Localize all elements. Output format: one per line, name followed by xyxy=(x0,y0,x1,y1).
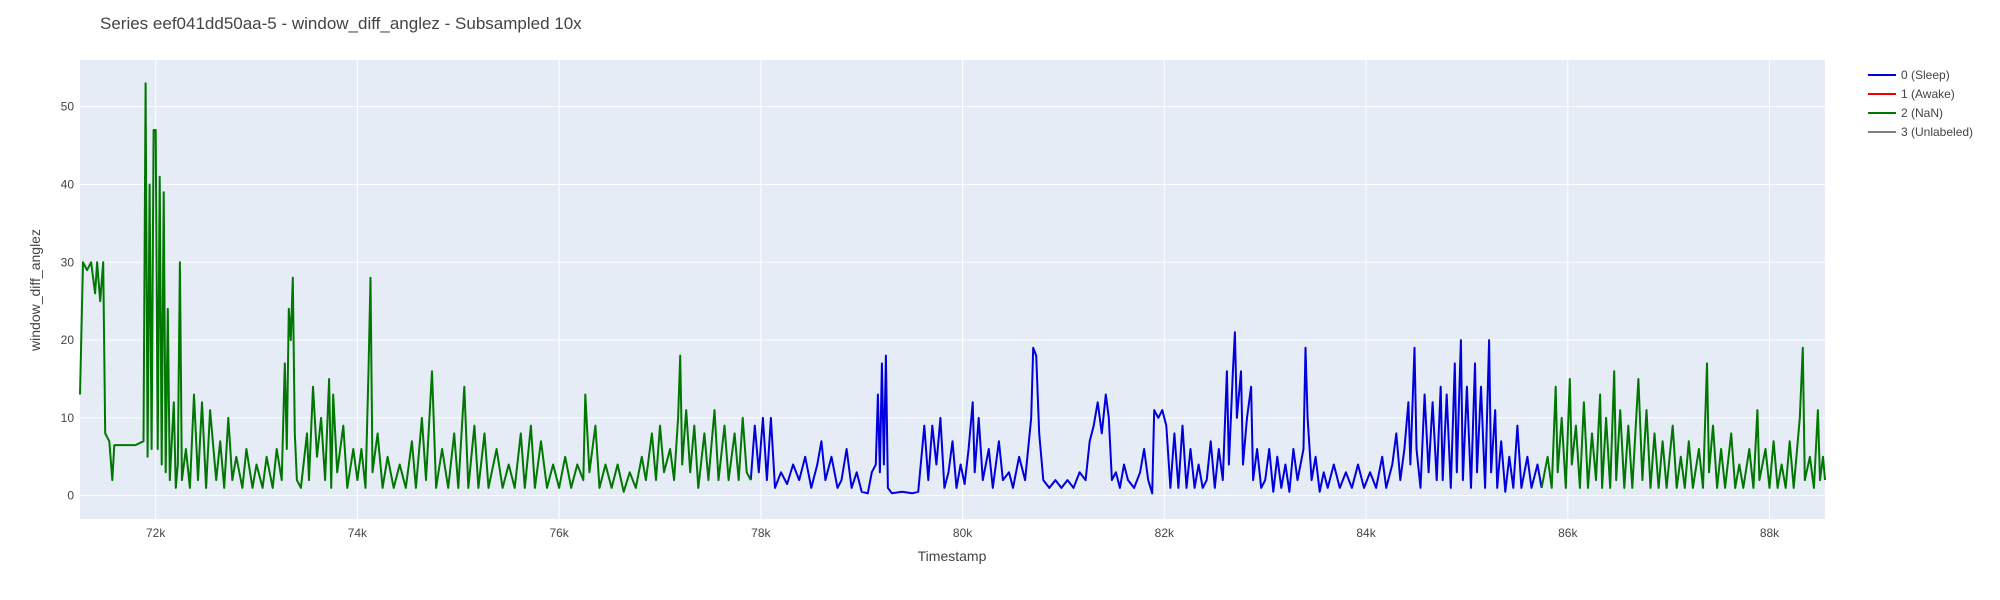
series-line-0 xyxy=(749,331,1543,495)
y-tick-label: 0 xyxy=(67,489,74,503)
y-axis-title: window_diff_anglez xyxy=(27,229,43,352)
x-tick-label: 80k xyxy=(953,526,973,540)
legend-label: 0 (Sleep) xyxy=(1901,68,1950,82)
x-tick-label: 74k xyxy=(348,526,368,540)
y-tick-label: 40 xyxy=(61,177,75,191)
legend-item-0[interactable]: 0 (Sleep) xyxy=(1868,68,1950,82)
y-axis-ticks: 0 10 20 30 40 50 xyxy=(61,100,75,503)
legend-item-3[interactable]: 3 (Unlabeled) xyxy=(1868,125,1973,139)
legend-label: 3 (Unlabeled) xyxy=(1901,125,1973,139)
legend-item-1[interactable]: 1 (Awake) xyxy=(1868,87,1955,101)
y-tick-label: 20 xyxy=(61,333,75,347)
x-tick-label: 84k xyxy=(1356,526,1376,540)
y-tick-label: 50 xyxy=(61,100,75,114)
y-tick-label: 30 xyxy=(61,255,75,269)
series-lines xyxy=(79,82,1826,495)
x-tick-label: 86k xyxy=(1558,526,1578,540)
gridlines xyxy=(80,60,1825,519)
y-tick-label: 10 xyxy=(61,411,75,425)
series-line-2 xyxy=(79,82,752,493)
x-tick-label: 78k xyxy=(751,526,771,540)
legend-label: 1 (Awake) xyxy=(1901,87,1955,101)
series-line-2 xyxy=(1540,346,1826,489)
legend-item-2[interactable]: 2 (NaN) xyxy=(1868,106,1943,120)
legend[interactable]: 0 (Sleep) 1 (Awake) 2 (NaN) 3 (Unlabeled) xyxy=(1868,68,1973,139)
x-axis-ticks: 72k 74k 76k 78k 80k 82k 84k 86k 88k xyxy=(146,526,1780,540)
chart-title: Series eef041dd50aa-5 - window_diff_angl… xyxy=(100,14,582,33)
x-tick-label: 72k xyxy=(146,526,166,540)
x-tick-label: 82k xyxy=(1155,526,1175,540)
x-axis-title: Timestamp xyxy=(918,548,987,564)
x-tick-label: 76k xyxy=(549,526,569,540)
x-tick-label: 88k xyxy=(1760,526,1780,540)
legend-label: 2 (NaN) xyxy=(1901,106,1943,120)
